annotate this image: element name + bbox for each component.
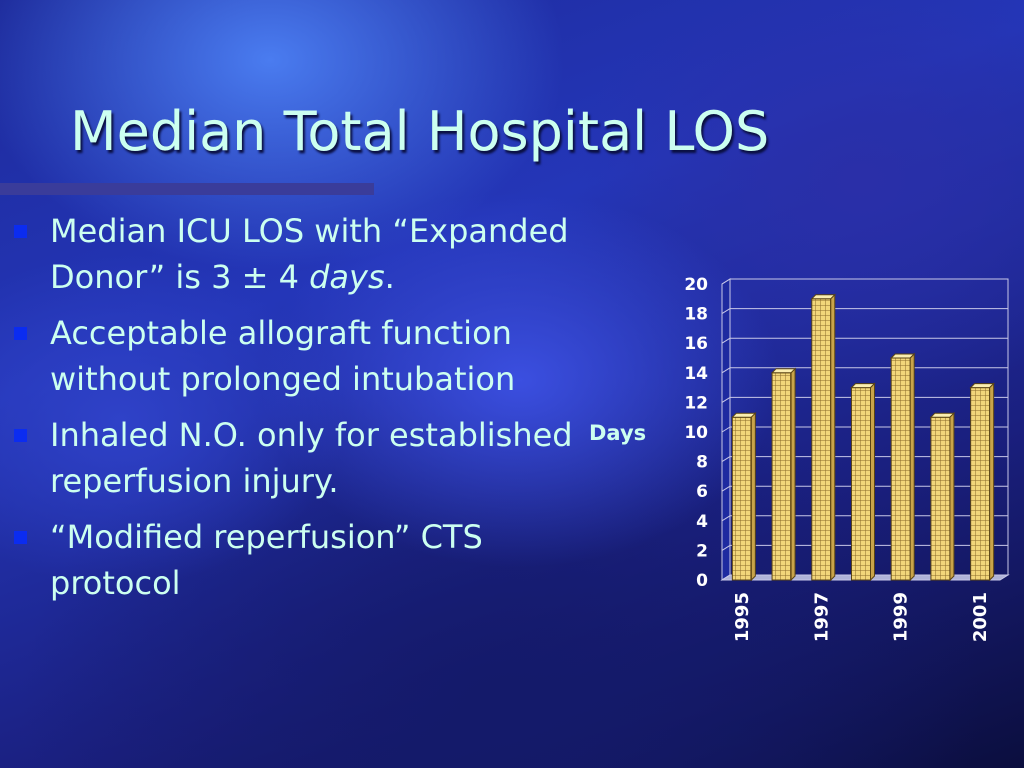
square-bullet-icon (14, 531, 27, 544)
y-tick-label: 6 (696, 482, 708, 502)
bar (970, 387, 991, 581)
bar-side (989, 382, 995, 582)
bar-side (750, 411, 756, 582)
y-tick-label: 20 (684, 275, 708, 295)
gridline-side (721, 278, 731, 285)
gridline-side (721, 337, 731, 344)
bullet-text-end: . (384, 258, 395, 296)
x-tick-label: 1999 (891, 592, 912, 642)
slide-title: Median Total Hospital LOS (70, 100, 770, 163)
gridline-side (721, 515, 731, 522)
y-tick-label: 8 (696, 453, 708, 473)
bullet-text: Median ICU LOS with “Expanded Donor” is … (50, 212, 569, 296)
bar (771, 372, 792, 581)
square-bullet-icon (14, 429, 27, 442)
bar (811, 298, 832, 581)
bullet-text: “Modified reperfusion” CTS protocol (50, 518, 483, 602)
gridline-side (721, 456, 731, 463)
bullet-text-italic: days (309, 258, 385, 296)
gridline-side (721, 544, 731, 551)
gridline-side (721, 396, 731, 403)
bar (930, 416, 951, 581)
gridline-side (721, 574, 731, 581)
title-underline (0, 183, 374, 195)
bullet-item: Inhaled N.O. only for established reperf… (14, 412, 584, 504)
bullet-text: Inhaled N.O. only for established reperf… (50, 416, 573, 500)
y-axis-label: Days (589, 421, 646, 445)
bar (890, 357, 911, 581)
y-tick-label: 10 (684, 423, 708, 443)
y-tick-label: 14 (684, 364, 708, 384)
bar (731, 416, 752, 581)
gridline-side (721, 426, 731, 433)
bar-side (830, 293, 836, 582)
bullet-item: Acceptable allograft function without pr… (14, 310, 584, 402)
bar-side (909, 352, 915, 582)
y-tick-label: 2 (696, 541, 708, 561)
bar (851, 387, 871, 581)
y-tick-label: 16 (684, 334, 708, 354)
bullet-text: Acceptable allograft function without pr… (50, 314, 516, 398)
gridline-side (721, 367, 731, 374)
y-tick-label: 18 (684, 305, 708, 325)
gridline-side (721, 308, 731, 315)
gridline-side (721, 485, 731, 492)
los-bar-chart: 0 2 4 6 8 10 12 14 16 18 20 Days 1995 1997 1999 2001 (589, 275, 1010, 642)
bar-side (870, 382, 875, 582)
x-tick-label: 2001 (970, 592, 991, 642)
bullet-list: Median ICU LOS with “Expanded Donor” is … (14, 208, 584, 616)
x-tick-label: 1995 (732, 592, 753, 642)
y-tick-label: 12 (684, 393, 708, 413)
bar-side (790, 367, 796, 582)
square-bullet-icon (14, 225, 27, 238)
y-tick-label: 0 (696, 571, 708, 591)
bar-side (949, 411, 955, 582)
bullet-item: “Modified reperfusion” CTS protocol (14, 514, 584, 606)
x-tick-label: 1997 (811, 592, 832, 642)
square-bullet-icon (14, 327, 27, 340)
bullet-item: Median ICU LOS with “Expanded Donor” is … (14, 208, 584, 300)
y-tick-label: 4 (696, 512, 708, 532)
